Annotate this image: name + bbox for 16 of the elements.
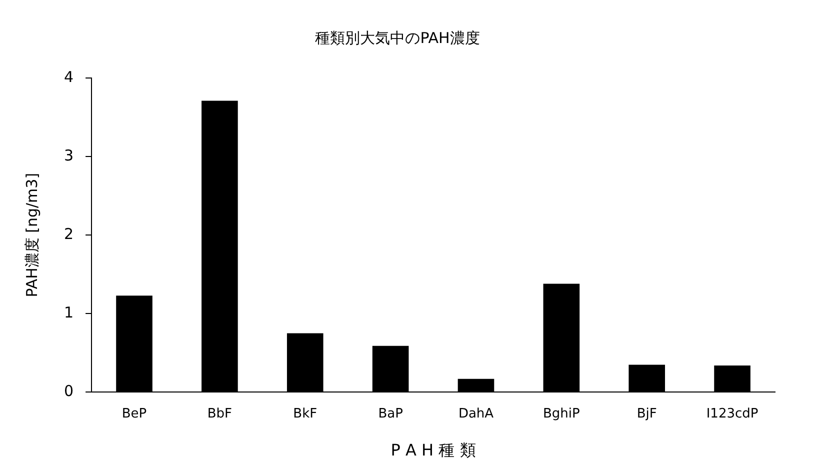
x-axis-title: P A H 種 類 bbox=[390, 440, 476, 460]
x-tick-label: BbF bbox=[207, 406, 232, 422]
x-tick-label: I123cdP bbox=[706, 406, 758, 422]
x-tick-label: BjF bbox=[636, 406, 657, 422]
y-axis-title: PAH濃度 [ng/m3] bbox=[22, 172, 41, 298]
y-tick-label: 4 bbox=[64, 68, 74, 86]
y-tick-label: 2 bbox=[64, 224, 74, 243]
x-tick-label: BaP bbox=[378, 406, 404, 422]
x-tick-label: BghiP bbox=[542, 406, 580, 422]
chart-title: 種類別大気中のPAH濃度 bbox=[315, 28, 480, 47]
y-tick-label: 0 bbox=[64, 382, 74, 400]
x-tick-label: DahA bbox=[458, 406, 494, 422]
y-tick-label: 1 bbox=[64, 304, 74, 322]
x-tick-label: BeP bbox=[122, 406, 147, 422]
x-tick-label: BkF bbox=[293, 406, 318, 422]
y-tick-label: 3 bbox=[64, 146, 74, 164]
